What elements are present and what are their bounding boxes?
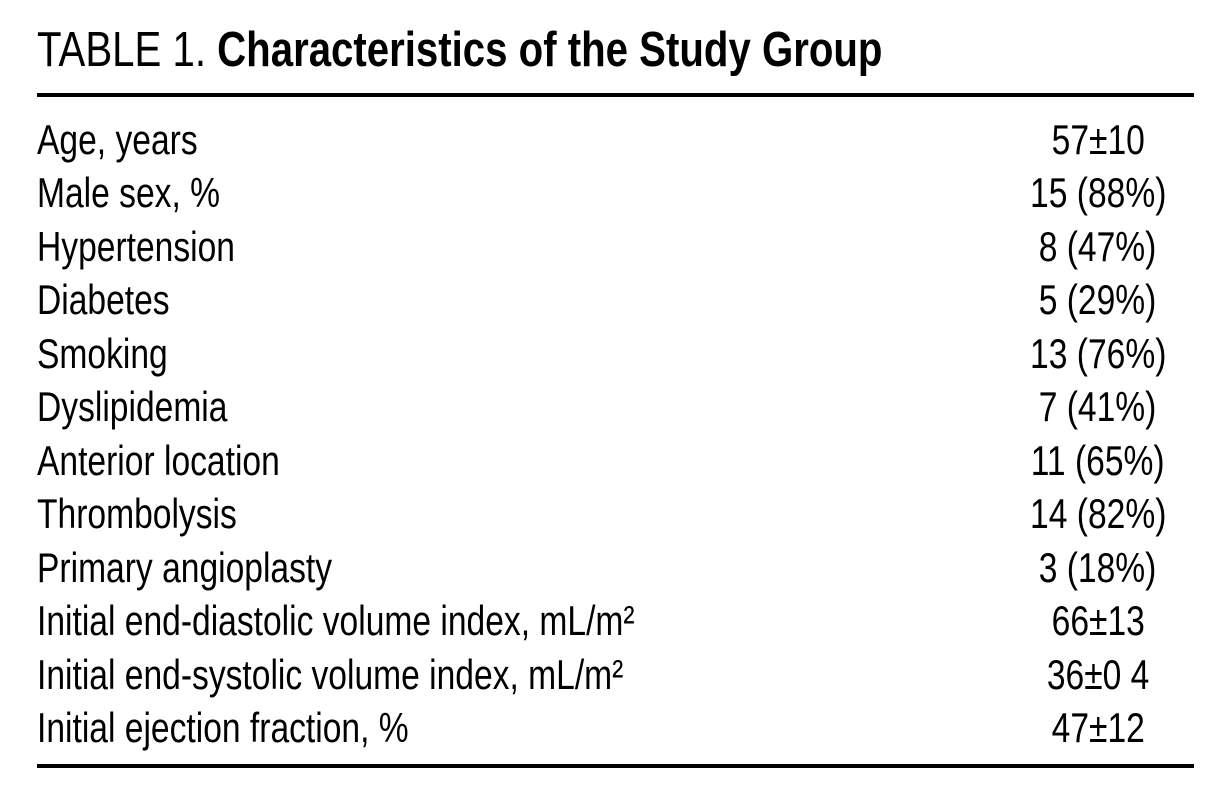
row-label: Hypertension — [37, 222, 235, 270]
row-label: Initial end-diastolic volume index, mL/m… — [37, 597, 635, 645]
table-title-text: Characteristics of the Study Group — [217, 23, 883, 77]
top-rule — [37, 93, 1194, 97]
table-row: Male sex, % 15 (88%) — [37, 167, 1194, 221]
row-value: 57±10 — [1051, 115, 1145, 163]
table-row: Dyslipidemia 7 (41%) — [37, 381, 1194, 435]
table-row: Anterior location 11 (65%) — [37, 434, 1194, 488]
row-label: Thrombolysis — [37, 490, 237, 538]
row-label: Anterior location — [37, 436, 280, 484]
row-label: Dyslipidemia — [37, 383, 228, 431]
row-value: 14 (82%) — [1029, 490, 1167, 538]
row-label: Initial ejection fraction, % — [37, 704, 409, 752]
row-value: 8 (47%) — [1039, 222, 1157, 270]
table-row: Primary angioplasty 3 (18%) — [37, 541, 1194, 595]
table-row: Initial end-diastolic volume index, mL/m… — [37, 595, 1194, 649]
table-row: Thrombolysis 14 (82%) — [37, 488, 1194, 542]
row-label: Initial end-systolic volume index, mL/m² — [37, 650, 624, 698]
row-value: 3 (18%) — [1039, 543, 1157, 591]
row-value: 47±12 — [1051, 704, 1145, 752]
row-label: Male sex, % — [37, 169, 220, 217]
table-body: Age, years 57±10 Male sex, % 15 (88%) Hy… — [37, 97, 1194, 755]
bottom-rule — [37, 764, 1194, 768]
table-row: Hypertension 8 (47%) — [37, 220, 1194, 274]
table-row: Age, years 57±10 — [37, 113, 1194, 167]
row-label: Age, years — [37, 115, 198, 163]
table-title-prefix: TABLE 1. — [37, 23, 206, 77]
study-group-table: TABLE 1. Characteristics of the Study Gr… — [37, 0, 1194, 768]
table-row: Initial end-systolic volume index, mL/m²… — [37, 648, 1194, 702]
table-row: Diabetes 5 (29%) — [37, 274, 1194, 328]
table-title: TABLE 1. Characteristics of the Study Gr… — [37, 0, 1194, 79]
row-label: Diabetes — [37, 276, 170, 324]
row-label: Primary angioplasty — [37, 543, 333, 591]
row-label: Smoking — [37, 329, 168, 377]
row-value: 5 (29%) — [1039, 276, 1157, 324]
table-row: Smoking 13 (76%) — [37, 327, 1194, 381]
row-value: 15 (88%) — [1029, 169, 1167, 217]
row-value: 66±13 — [1051, 597, 1145, 645]
row-value: 36±0 4 — [1046, 650, 1150, 698]
row-value: 11 (65%) — [1031, 436, 1165, 484]
row-value: 7 (41%) — [1039, 383, 1157, 431]
row-value: 13 (76%) — [1029, 329, 1167, 377]
table-row: Initial ejection fraction, % 47±12 — [37, 702, 1194, 756]
